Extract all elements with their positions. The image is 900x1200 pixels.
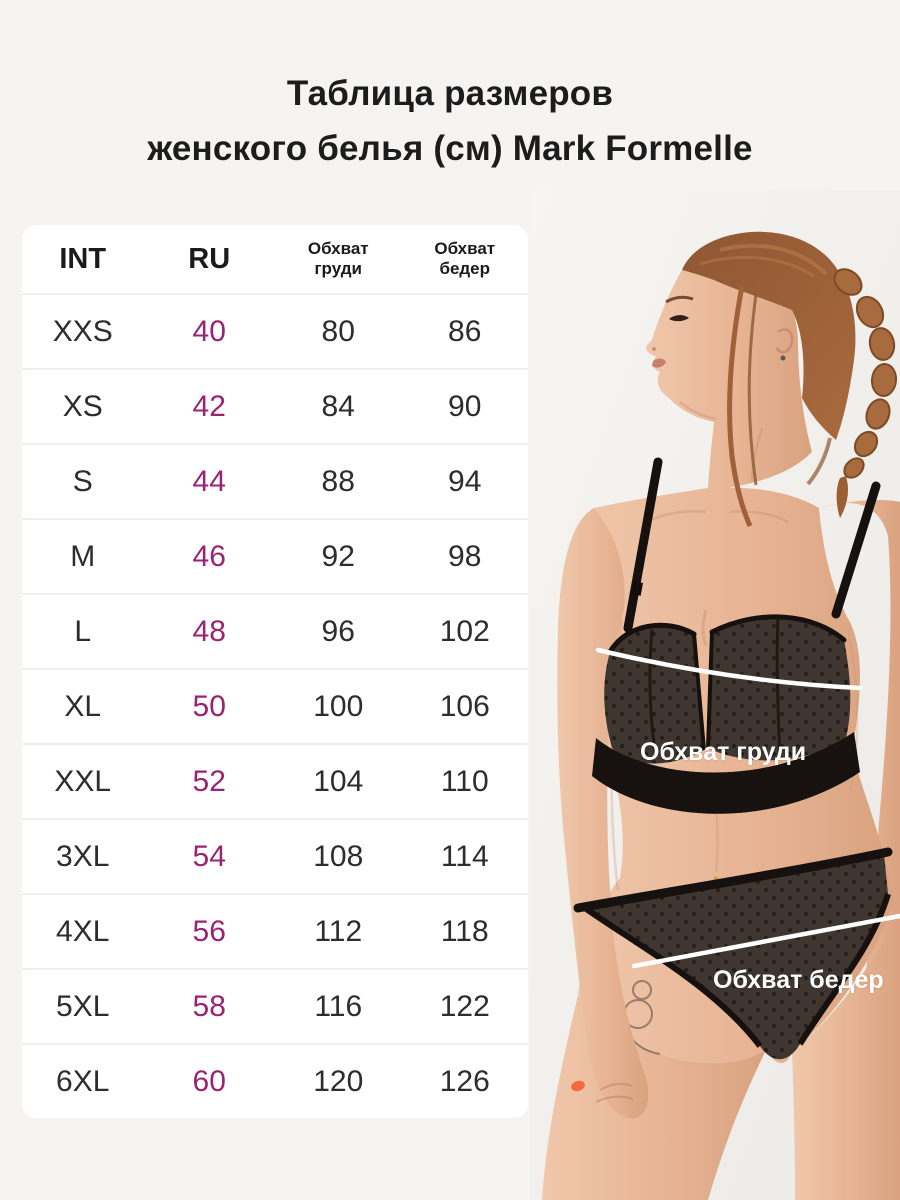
cell-ru: 42 bbox=[192, 389, 226, 423]
table-row: L 48 96 102 bbox=[22, 593, 528, 668]
size-table: INT RU Обхват груди Обхват бедер XXS 40 … bbox=[22, 225, 528, 1118]
header-hips: Обхват бедер bbox=[434, 239, 496, 278]
hips-measure-line bbox=[631, 913, 900, 969]
face bbox=[652, 295, 794, 368]
cell-ru: 60 bbox=[192, 1064, 226, 1098]
table-row: XXS 40 80 86 bbox=[22, 293, 528, 368]
cell-chest: 112 bbox=[314, 914, 363, 948]
hair bbox=[682, 231, 856, 528]
cell-hips: 118 bbox=[440, 914, 489, 948]
model-illustration bbox=[530, 190, 900, 1200]
bra-band bbox=[592, 732, 860, 814]
cell-int: 3XL bbox=[56, 839, 110, 873]
cell-int: S bbox=[72, 464, 93, 498]
cell-hips: 114 bbox=[440, 839, 489, 873]
cell-int: XL bbox=[64, 689, 102, 723]
cell-chest: 88 bbox=[321, 464, 355, 498]
hips-measure-label: Обхват бедер bbox=[713, 966, 884, 994]
table-row: 4XL 56 112 118 bbox=[22, 893, 528, 968]
cell-chest: 108 bbox=[313, 839, 364, 873]
earring bbox=[780, 355, 786, 361]
cell-hips: 86 bbox=[448, 314, 482, 348]
braid bbox=[833, 268, 898, 518]
left-arm bbox=[557, 508, 649, 1119]
cell-hips: 90 bbox=[448, 389, 482, 423]
ear bbox=[775, 328, 794, 354]
cell-hips: 98 bbox=[448, 539, 482, 573]
cell-ru: 52 bbox=[192, 764, 226, 798]
cell-ru: 48 bbox=[192, 614, 226, 648]
panties-waistband bbox=[573, 847, 893, 913]
cell-ru: 50 bbox=[192, 689, 226, 723]
strap-adjuster bbox=[631, 581, 643, 596]
cell-chest: 120 bbox=[313, 1064, 364, 1098]
table-row: XXL 52 104 110 bbox=[22, 743, 528, 818]
table-row: S 44 88 94 bbox=[22, 443, 528, 518]
table-row: 3XL 54 108 114 bbox=[22, 818, 528, 893]
nostril bbox=[652, 347, 656, 351]
cell-chest: 96 bbox=[321, 614, 355, 648]
cell-chest: 100 bbox=[313, 689, 364, 723]
bra-strap-left bbox=[623, 457, 663, 633]
page-title-line2: женского белья (см) Mark Formelle bbox=[147, 129, 753, 168]
cell-int: L bbox=[74, 614, 92, 648]
cell-int: XXS bbox=[52, 314, 113, 348]
cell-hips: 122 bbox=[439, 989, 490, 1023]
bra bbox=[592, 457, 881, 814]
cell-chest: 104 bbox=[313, 764, 364, 798]
cell-chest: 84 bbox=[321, 389, 355, 423]
cell-int: XXL bbox=[54, 764, 112, 798]
cell-ru: 46 bbox=[192, 539, 226, 573]
model-photo: Обхват груди Обхват бедер bbox=[530, 190, 900, 1200]
cell-hips: 126 bbox=[439, 1064, 490, 1098]
cell-ru: 40 bbox=[192, 314, 226, 348]
header-int: INT bbox=[59, 242, 107, 275]
cell-chest: 80 bbox=[321, 314, 355, 348]
cell-hips: 94 bbox=[448, 464, 482, 498]
cell-ru: 54 bbox=[192, 839, 226, 873]
cell-int: 5XL bbox=[56, 989, 110, 1023]
eye bbox=[669, 315, 689, 322]
cell-int: 4XL bbox=[56, 914, 110, 948]
eyebrow bbox=[665, 295, 694, 304]
chest-measure-line bbox=[595, 647, 863, 691]
bra-strap-right bbox=[831, 481, 881, 619]
page-title: Таблица размеров женского белья (см) Mar… bbox=[0, 66, 900, 176]
size-table-header: INT RU Обхват груди Обхват бедер bbox=[22, 225, 528, 293]
cell-chest: 92 bbox=[321, 539, 355, 573]
table-row: 5XL 58 116 122 bbox=[22, 968, 528, 1043]
painted-nail bbox=[571, 1080, 585, 1092]
header-chest: Обхват груди bbox=[307, 239, 369, 278]
jaw-shadow bbox=[679, 401, 764, 483]
chest-measure-label: Обхват груди bbox=[640, 738, 807, 766]
cell-chest: 116 bbox=[314, 989, 363, 1023]
table-row: 6XL 60 120 126 bbox=[22, 1043, 528, 1118]
cell-hips: 102 bbox=[439, 614, 490, 648]
table-row: XS 42 84 90 bbox=[22, 368, 528, 443]
loose-strand bbox=[727, 285, 753, 528]
header-ru: RU bbox=[188, 242, 231, 275]
cell-hips: 110 bbox=[440, 764, 489, 798]
cell-hips: 106 bbox=[439, 689, 490, 723]
cell-ru: 58 bbox=[192, 989, 226, 1023]
table-row: XL 50 100 106 bbox=[22, 668, 528, 743]
panties bbox=[573, 847, 893, 1060]
cell-ru: 56 bbox=[192, 914, 226, 948]
cell-ru: 44 bbox=[192, 464, 226, 498]
cell-int: M bbox=[70, 539, 96, 573]
cell-int: 6XL bbox=[56, 1064, 110, 1098]
table-row: M 46 92 98 bbox=[22, 518, 528, 593]
page-title-line1: Таблица размеров bbox=[286, 74, 614, 113]
cell-int: XS bbox=[62, 389, 103, 423]
lips bbox=[652, 358, 666, 368]
